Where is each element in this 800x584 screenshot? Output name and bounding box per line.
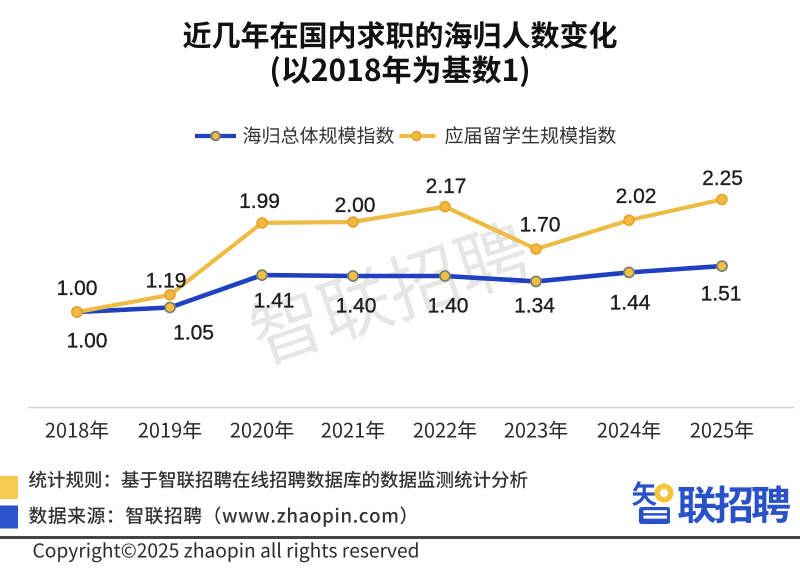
svg-text:2.00: 2.00 — [335, 194, 376, 217]
svg-text:1.05: 1.05 — [173, 322, 214, 345]
svg-text:1.40: 1.40 — [336, 295, 377, 318]
svg-text:1.41: 1.41 — [254, 290, 295, 313]
svg-text:1.00: 1.00 — [67, 330, 108, 353]
svg-text:2.02: 2.02 — [616, 185, 657, 208]
svg-text:1.51: 1.51 — [701, 283, 742, 306]
svg-text:1.19: 1.19 — [146, 270, 187, 293]
svg-text:1.34: 1.34 — [514, 295, 555, 318]
svg-text:1.40: 1.40 — [428, 295, 469, 318]
svg-text:1.00: 1.00 — [57, 277, 98, 300]
svg-text:2.25: 2.25 — [702, 167, 743, 190]
svg-text:2.17: 2.17 — [426, 175, 467, 198]
svg-text:1.99: 1.99 — [239, 190, 280, 213]
svg-text:1.70: 1.70 — [520, 214, 561, 237]
svg-text:1.44: 1.44 — [610, 292, 651, 315]
